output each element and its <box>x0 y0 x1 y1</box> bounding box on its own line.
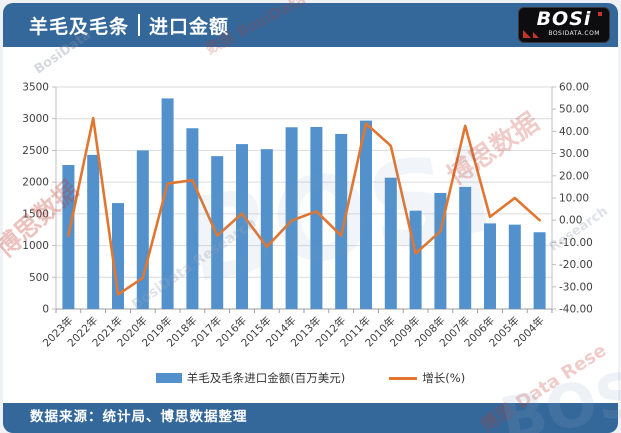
chart-area: 0 500 1000 1500 2000 2500 3000 3500 -40.00 -30.00… <box>3 47 618 403</box>
right-axis-tick-label: 20.00 <box>559 170 589 182</box>
bar <box>409 210 422 309</box>
right-axis-tick-label: 60.00 <box>559 82 589 94</box>
bar <box>508 224 521 309</box>
chart-legend: 羊毛及毛条进口金额(百万美元) 增长(%) <box>3 370 618 386</box>
right-axis-tick-label: -20.00 <box>559 259 593 271</box>
left-axis-tick-label: 1000 <box>22 240 49 252</box>
logo-subtext: BOSIDATA.COM <box>548 30 600 37</box>
legend-item-import-amount: 羊毛及毛条进口金额(百万美元) <box>155 370 346 386</box>
left-axis-tick-label: 2000 <box>22 177 49 189</box>
bar <box>285 127 298 309</box>
right-axis-tick-label: 40.00 <box>559 126 589 138</box>
right-axis-tick-label: 30.00 <box>559 148 589 160</box>
left-axis-tick-label: 3500 <box>22 82 49 94</box>
left-axis-tick-label: 2500 <box>22 145 49 157</box>
bar <box>360 120 372 309</box>
line-series-swatch-icon <box>389 376 418 380</box>
right-axis-tick-label: -10.00 <box>559 237 593 249</box>
bar <box>484 223 496 309</box>
title-left: 羊毛及毛条 <box>29 15 130 38</box>
bar <box>310 126 323 310</box>
page-title: 羊毛及毛条 进口金额 <box>29 3 229 47</box>
left-axis-tick-label: 500 <box>29 272 49 284</box>
right-axis-tick-label: 50.00 <box>559 104 589 116</box>
gridlines <box>56 86 552 278</box>
bar <box>87 154 100 309</box>
right-axis-tick-label: 0.00 <box>559 215 582 227</box>
import-amount-chart: 0 500 1000 1500 2000 2500 3000 3500 -40.00 -30.00… <box>22 82 593 350</box>
bar <box>459 186 472 309</box>
data-source-text: 数据来源：统计局、博思数据整理 <box>30 409 248 425</box>
bar <box>533 232 546 309</box>
logo-dot-icon <box>598 12 602 16</box>
header-bar: 羊毛及毛条 进口金额 BOSi BOSIDATA.COM <box>3 3 618 47</box>
bar <box>136 150 149 309</box>
bar <box>335 133 348 309</box>
logo-chevron-icon <box>523 30 531 38</box>
bar <box>62 165 75 309</box>
bosi-logo: BOSi BOSIDATA.COM <box>518 7 610 43</box>
legend-item-growth: 增长(%) <box>389 370 465 386</box>
right-axis-tick-label: 10.00 <box>559 193 589 205</box>
footer-bar: 数据来源：统计局、博思数据整理 <box>3 403 618 433</box>
bar-series-swatch-icon <box>155 373 182 383</box>
bar <box>186 128 199 309</box>
title-right: 进口金额 <box>149 15 230 38</box>
title-divider <box>138 14 141 36</box>
legend-label-growth: 增长(%) <box>422 371 466 385</box>
bar <box>236 144 248 309</box>
right-axis-tick-label: -40.00 <box>559 304 593 316</box>
growth-line <box>67 116 541 296</box>
logo-text: BOSi <box>536 8 592 30</box>
logo-chevron-icon <box>533 32 539 38</box>
axes <box>52 86 556 313</box>
left-axis-tick-label: 1500 <box>22 208 49 220</box>
bar <box>384 177 397 309</box>
left-axis-tick-label: 3000 <box>22 113 49 125</box>
left-axis-tick-label: 0 <box>42 304 49 316</box>
right-axis-tick-label: -30.00 <box>559 281 593 293</box>
bar <box>161 98 174 309</box>
legend-label-import-amount: 羊毛及毛条进口金额(百万美元) <box>186 371 346 385</box>
bar <box>260 149 273 309</box>
